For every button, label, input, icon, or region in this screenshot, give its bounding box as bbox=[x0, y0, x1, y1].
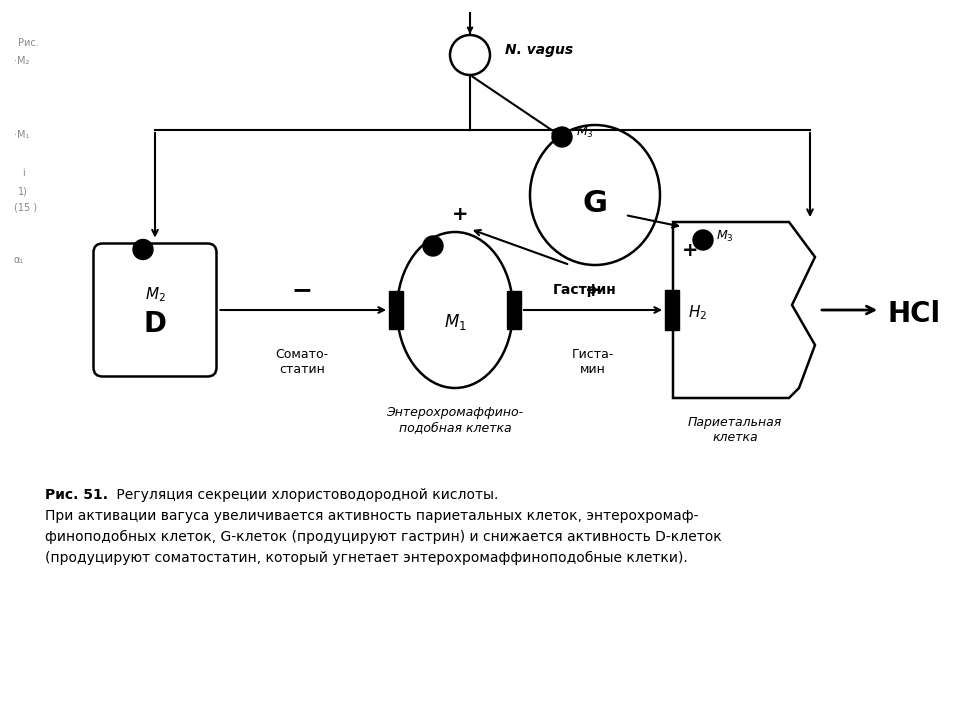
Text: α₁: α₁ bbox=[14, 255, 24, 265]
Text: i: i bbox=[22, 168, 25, 178]
Bar bbox=[507, 291, 521, 329]
Text: Париетальная
клетка: Париетальная клетка bbox=[688, 416, 782, 444]
Text: $M_3$: $M_3$ bbox=[576, 125, 593, 140]
Text: 1): 1) bbox=[18, 186, 28, 196]
Text: Энтерохромаффино-
подобная клетка: Энтерохромаффино- подобная клетка bbox=[387, 406, 523, 434]
Text: G: G bbox=[583, 189, 608, 217]
Circle shape bbox=[133, 240, 153, 259]
Text: $M_2$: $M_2$ bbox=[145, 286, 165, 305]
Circle shape bbox=[552, 127, 572, 147]
Text: $M_1$: $M_1$ bbox=[444, 312, 467, 332]
Text: Рис.: Рис. bbox=[18, 38, 38, 48]
Text: Гиста-
мин: Гиста- мин bbox=[572, 348, 614, 376]
Text: ·М₂: ·М₂ bbox=[14, 56, 30, 66]
Text: При активации вагуса увеличивается активность париетальных клеток, энтерохромаф-: При активации вагуса увеличивается актив… bbox=[45, 509, 699, 523]
Text: финоподобных клеток, G-клеток (продуцируют гастрин) и снижается активность D-кле: финоподобных клеток, G-клеток (продуциру… bbox=[45, 530, 722, 544]
Text: (15 ): (15 ) bbox=[14, 202, 37, 212]
Text: N. vagus: N. vagus bbox=[505, 43, 573, 57]
Text: HCl: HCl bbox=[888, 300, 941, 328]
Text: D: D bbox=[143, 310, 166, 338]
Text: Рис. 51.: Рис. 51. bbox=[45, 488, 108, 502]
Text: +: + bbox=[585, 281, 601, 300]
Circle shape bbox=[693, 230, 713, 250]
Text: +: + bbox=[682, 240, 698, 259]
Text: +: + bbox=[452, 204, 468, 223]
Text: $M_3$: $M_3$ bbox=[716, 228, 733, 243]
Bar bbox=[389, 291, 403, 329]
Bar bbox=[665, 290, 679, 330]
Text: ·М₁: ·М₁ bbox=[14, 130, 30, 140]
Text: −: − bbox=[292, 278, 313, 302]
Text: $H_2$: $H_2$ bbox=[688, 304, 708, 323]
Text: (продуцируют соматостатин, который угнетает энтерохромаффиноподобные клетки).: (продуцируют соматостатин, который угнет… bbox=[45, 551, 687, 565]
Text: Гастрин: Гастрин bbox=[553, 283, 617, 297]
Text: Сомато-
статин: Сомато- статин bbox=[276, 348, 329, 376]
Circle shape bbox=[423, 236, 443, 256]
Text: Регуляция секреции хлористоводородной кислоты.: Регуляция секреции хлористоводородной ки… bbox=[112, 488, 498, 502]
